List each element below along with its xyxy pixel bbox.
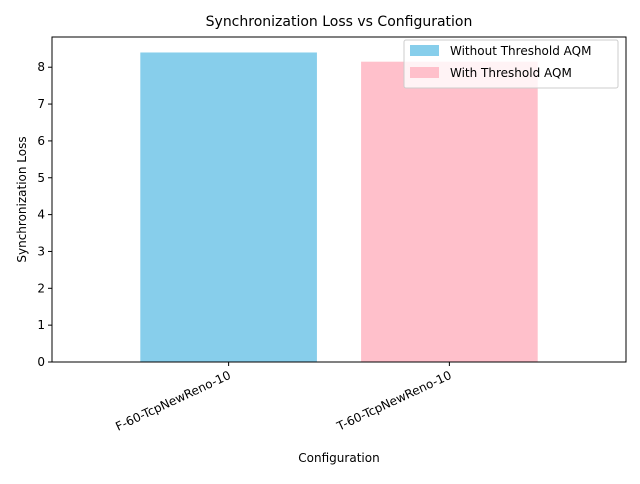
legend-label-without-threshold: Without Threshold AQM [450, 44, 591, 58]
legend-label-with-threshold: With Threshold AQM [450, 66, 572, 80]
bar-without-threshold [140, 52, 317, 362]
y-tick-label: 1 [37, 318, 45, 332]
x-tick-label: T-60-TcpNewReno-10 [334, 368, 454, 434]
y-tick-label: 5 [37, 171, 45, 185]
y-axis-label: Synchronization Loss [15, 136, 29, 262]
x-axis-label: Configuration [298, 451, 379, 465]
y-tick-label: 4 [37, 208, 45, 222]
y-tick-label: 7 [37, 97, 45, 111]
bar-with-threshold [361, 61, 538, 362]
legend: Without Threshold AQM With Threshold AQM [403, 39, 619, 89]
legend-swatch-without-threshold [410, 45, 439, 56]
x-tick-label: F-60-TcpNewReno-10 [113, 368, 233, 434]
x-axis-ticks: F-60-TcpNewReno-10 T-60-TcpNewReno-10 [113, 362, 454, 434]
y-tick-label: 0 [37, 355, 45, 369]
bars-layer [140, 52, 538, 362]
plot-frame [51, 36, 627, 363]
legend-box [403, 39, 619, 89]
y-tick-label: 2 [37, 281, 45, 295]
y-axis-ticks: 0 1 2 3 4 5 6 7 8 [37, 60, 52, 369]
y-tick-label: 8 [37, 60, 45, 74]
chart-title: Synchronization Loss vs Configuration [206, 14, 473, 30]
y-tick-label: 6 [37, 134, 45, 148]
legend-swatch-with-threshold [410, 67, 439, 78]
y-tick-label: 3 [37, 244, 45, 258]
